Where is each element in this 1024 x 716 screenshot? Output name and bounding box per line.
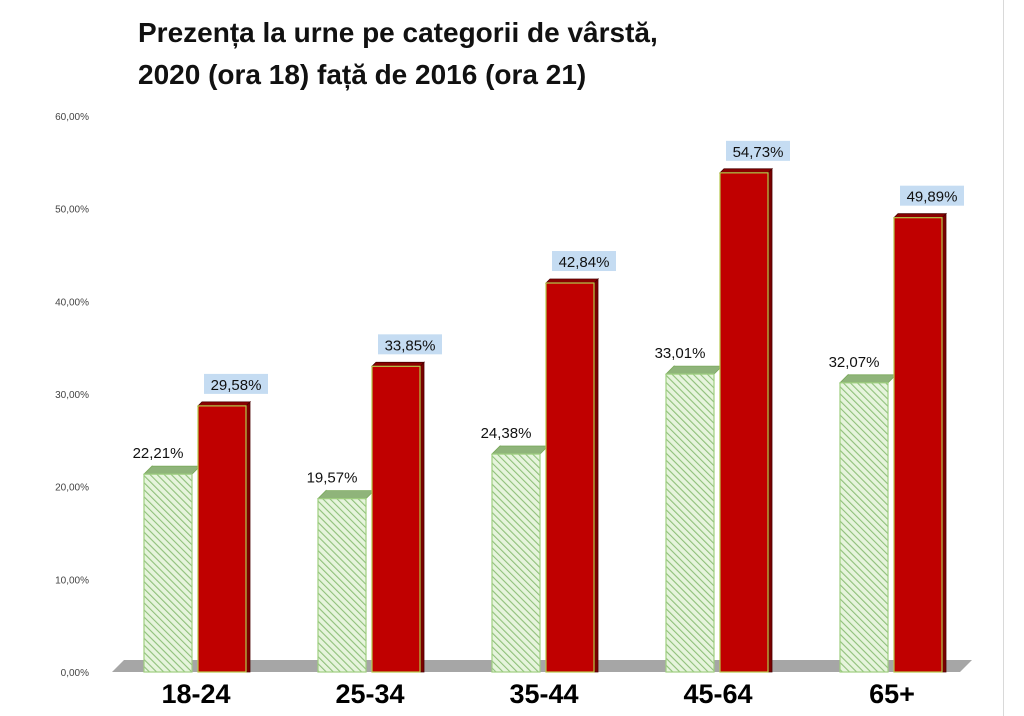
bar-2020: [491, 445, 549, 673]
bar-2020: [839, 373, 897, 673]
data-label-2016: 54,73%: [733, 144, 784, 161]
bar-front: [143, 473, 193, 673]
chart-title-line-2: 2020 (ora 18) față de 2016 (ora 21): [138, 59, 587, 90]
bar-top: [143, 465, 201, 475]
bar-top: [371, 361, 425, 367]
bar-front: [665, 373, 715, 673]
bar-top: [317, 490, 375, 500]
data-label-2020: 32,07%: [829, 354, 880, 371]
data-label-background: [204, 373, 268, 394]
data-label-2016: 49,89%: [907, 189, 958, 206]
bar-front: [491, 453, 541, 673]
bar-front: [893, 217, 943, 673]
data-label-background: [378, 334, 442, 355]
bar-2020: [317, 489, 375, 673]
data-labels: 22,21% 29,58% 19,57% 33,85% 24,38% 42,84% 33,0…: [133, 140, 964, 487]
chart-title-line-1: Prezența la urne pe categorii de vârstă,: [138, 17, 658, 48]
bar-front: [197, 405, 247, 673]
chart-title: Prezența la urne pe categorii de vârstă,…: [138, 12, 838, 96]
bar-2020: [665, 365, 723, 673]
data-label-background: [900, 185, 964, 206]
bar-2016: [893, 212, 947, 673]
y-tick-label: 30,00%: [55, 390, 89, 401]
x-tick-label: 35-44: [509, 679, 578, 709]
y-tick-label: 60,00%: [55, 112, 89, 123]
x-tick-label: 18-24: [161, 679, 230, 709]
bar-front: [719, 172, 769, 673]
data-label-background: [552, 251, 616, 272]
bar-top: [893, 213, 947, 219]
data-label-2020: 24,38%: [481, 425, 532, 442]
x-tick-label: 65+: [869, 679, 915, 709]
bar-front: [839, 382, 889, 673]
x-tick-label: 45-64: [683, 679, 752, 709]
bar-front: [371, 365, 421, 673]
y-tick-label: 10,00%: [55, 575, 89, 586]
bar-2016: [197, 400, 251, 673]
bar-2016: [719, 167, 773, 673]
bar-2020: [143, 465, 201, 673]
data-label-2020: 33,01%: [655, 345, 706, 362]
bar-front: [545, 282, 595, 673]
data-label-2016: 29,58%: [211, 377, 262, 394]
bars: [143, 167, 947, 673]
bar-side: [419, 361, 425, 673]
x-axis: 18-24 25-34 35-44 45-64 65+: [161, 679, 914, 709]
y-axis: 0,00% 10,00% 20,00% 30,00% 40,00% 50,00% 60,00…: [55, 112, 89, 679]
y-tick-label: 40,00%: [55, 297, 89, 308]
bar-top: [665, 365, 723, 375]
data-label-2016: 42,84%: [559, 254, 610, 271]
bar-2016: [371, 361, 425, 673]
y-tick-label: 0,00%: [61, 668, 89, 679]
bar-front: [317, 498, 367, 673]
data-label-2020: 22,21%: [133, 445, 184, 462]
frame-edge: [1003, 0, 1004, 716]
bar-top: [839, 374, 897, 384]
x-tick-label: 25-34: [335, 679, 404, 709]
data-label-background: [726, 140, 790, 161]
y-tick-label: 20,00%: [55, 483, 89, 494]
data-label-2020: 19,57%: [307, 470, 358, 487]
bar-top: [491, 445, 549, 455]
bar-2016: [545, 278, 599, 673]
bar-side: [245, 400, 251, 673]
y-tick-label: 50,00%: [55, 205, 89, 216]
data-label-2016: 33,85%: [385, 337, 436, 354]
